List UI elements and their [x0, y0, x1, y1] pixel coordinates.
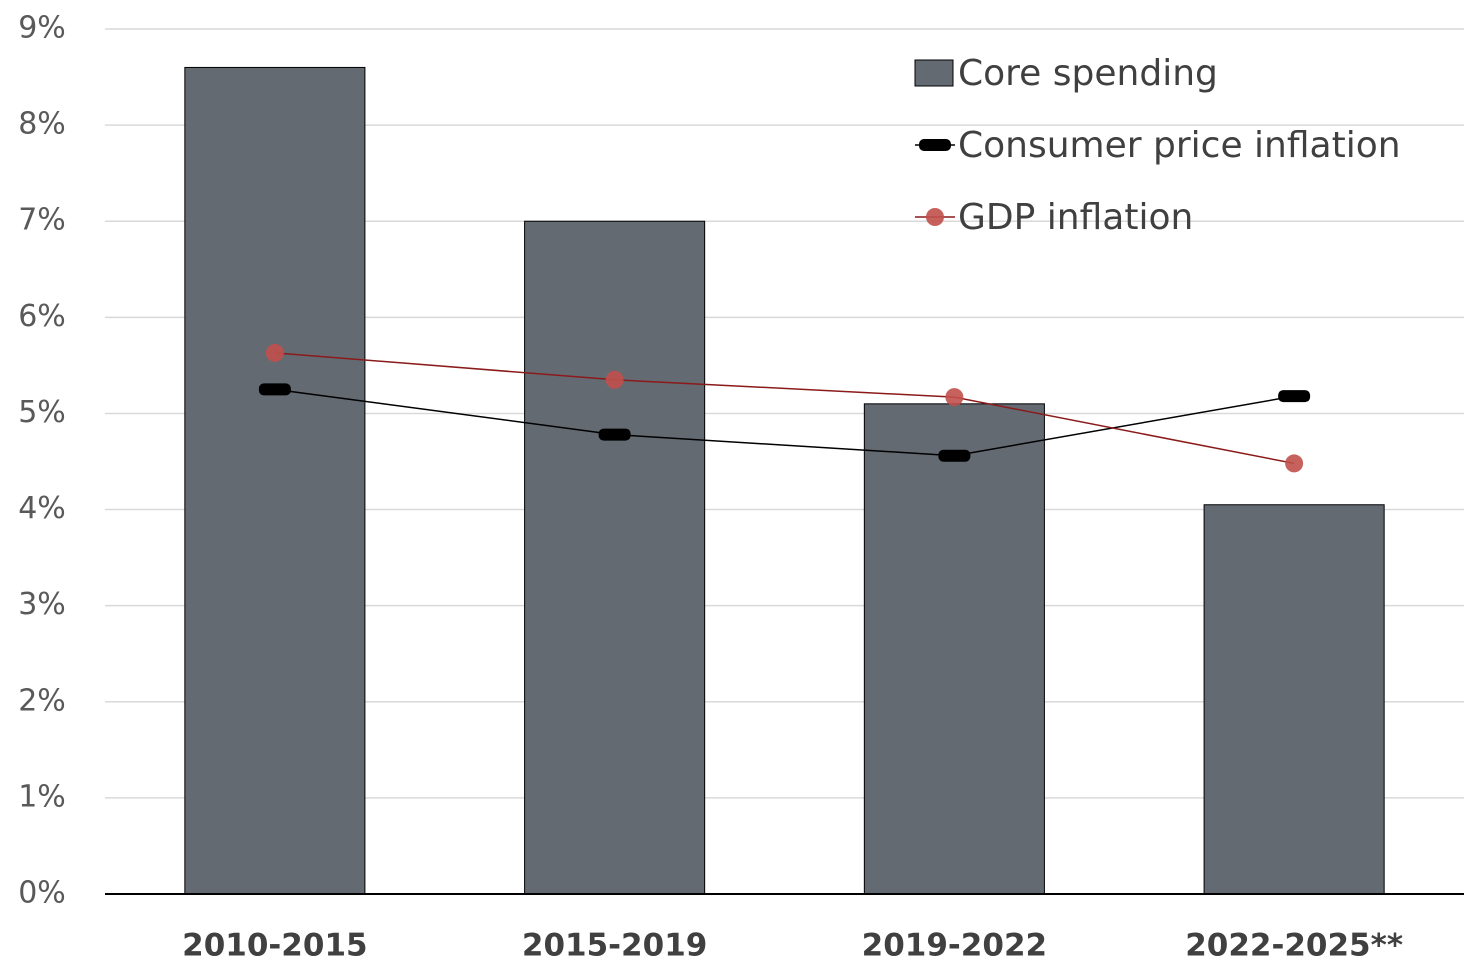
x-tick-label: 2015-2019 [522, 928, 707, 964]
legend-entry: Core spending [914, 53, 1218, 94]
y-tick-label: 6% [18, 299, 66, 334]
legend-label: Core spending [958, 53, 1218, 94]
marker [1278, 390, 1311, 403]
y-tick-label: 2% [18, 683, 66, 718]
y-tick-label: 3% [18, 587, 66, 622]
bar [184, 66, 366, 895]
legend-entry: GDP inflation [915, 197, 1193, 238]
legend-swatch [914, 59, 954, 87]
x-tick-label: 2019-2022 [862, 928, 1047, 964]
line [274, 388, 1295, 457]
y-tick-label: 8% [18, 107, 66, 142]
x-tick-label: 2022-2025** [1185, 928, 1403, 964]
y-tick-label: 4% [18, 491, 66, 526]
y-tick-label: 9% [18, 11, 66, 46]
y-tick-label: 7% [18, 203, 66, 238]
marker [945, 388, 964, 407]
y-tick-label: 1% [18, 779, 66, 814]
y-tick-label: 5% [18, 395, 66, 430]
bar [1203, 504, 1385, 895]
marker [938, 449, 971, 462]
marker [1285, 454, 1304, 473]
marker [258, 383, 291, 396]
x-tick-label: 2010-2015 [182, 928, 367, 964]
marker [598, 428, 631, 441]
marker [265, 343, 284, 362]
legend-marker [926, 208, 944, 226]
bar [863, 403, 1045, 895]
legend-marker [919, 139, 951, 151]
legend-entry: Consumer price inflation [915, 125, 1401, 166]
line [274, 352, 1295, 465]
legend-label: GDP inflation [958, 197, 1193, 238]
legend-label: Consumer price inflation [958, 125, 1401, 166]
y-tick-label: 0% [18, 876, 66, 911]
marker [605, 370, 624, 389]
bar [524, 220, 706, 895]
